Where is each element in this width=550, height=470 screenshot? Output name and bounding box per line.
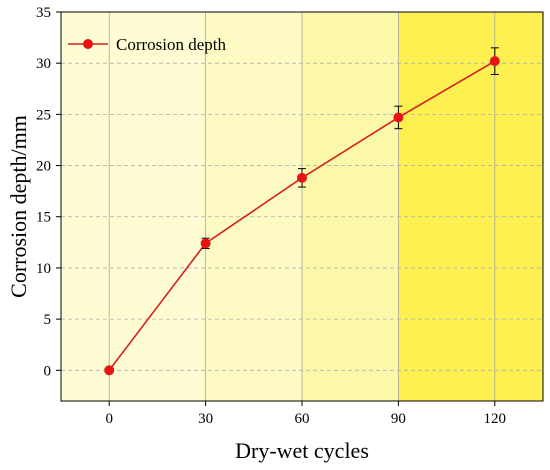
- data-point: [200, 238, 211, 249]
- y-tick-label: 5: [44, 312, 52, 328]
- grid-lines: [61, 12, 543, 401]
- y-tick-label: 30: [36, 56, 51, 72]
- x-axis-title: Dry-wet cycles: [235, 438, 369, 463]
- y-tick-label: 35: [36, 5, 51, 21]
- background-band-0: [61, 12, 206, 401]
- legend: Corrosion depth: [68, 35, 227, 54]
- data-point: [489, 56, 500, 67]
- data-point: [393, 112, 404, 123]
- data-point: [104, 365, 115, 376]
- y-axis-ticks: 0 5 10 15 20 25 30 35: [36, 5, 61, 379]
- legend-label: Corrosion depth: [116, 35, 227, 54]
- legend-marker: [83, 39, 93, 49]
- data-point: [297, 172, 307, 183]
- y-tick-label: 0: [44, 363, 52, 379]
- plot-area: [104, 47, 500, 376]
- y-tick-label: 10: [36, 261, 51, 277]
- x-tick-label: 30: [198, 411, 213, 427]
- x-axis-ticks: 0 30 60 90 120: [105, 401, 506, 427]
- x-tick-label: 60: [295, 411, 310, 427]
- y-axis-title: Corrosion depth/mm: [6, 115, 31, 298]
- background-band-2: [302, 12, 399, 401]
- y-tick-label: 15: [36, 210, 51, 226]
- background-bands: [61, 12, 543, 401]
- x-tick-label: 120: [484, 411, 507, 427]
- x-tick-label: 90: [391, 411, 406, 427]
- background-band-3: [398, 12, 543, 401]
- x-tick-label: 0: [105, 411, 113, 427]
- y-tick-label: 25: [36, 107, 51, 123]
- y-tick-label: 20: [36, 159, 51, 175]
- background-band-1: [205, 12, 302, 401]
